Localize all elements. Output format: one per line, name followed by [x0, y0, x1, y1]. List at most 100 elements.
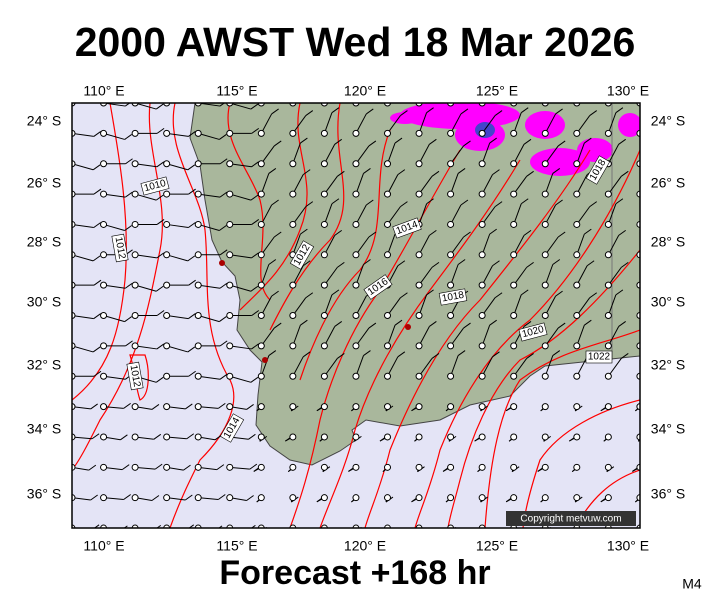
barb-staff: [323, 112, 333, 134]
barb-staff: [544, 327, 559, 347]
barb-station: [447, 312, 455, 320]
barb-station: [352, 129, 360, 137]
isobar-label: 1012: [126, 361, 144, 391]
isobar-label-box: [585, 155, 611, 185]
barb-station: [541, 494, 549, 502]
barb-station: [541, 342, 549, 350]
barb-staff: [134, 193, 157, 201]
barb-flag: [647, 351, 654, 356]
barb-station: [415, 403, 423, 411]
barb-staff: [387, 297, 401, 316]
barb-flag: [400, 292, 408, 299]
barb-station: [352, 372, 360, 380]
barb-flag: [155, 376, 164, 383]
barb-station: [478, 342, 486, 350]
barb-flag: [458, 77, 465, 82]
barb-station: [131, 342, 139, 350]
barb-station: [226, 463, 234, 471]
barb-station: [573, 220, 581, 228]
barb-flag: [185, 494, 193, 501]
barb-station: [289, 281, 297, 289]
barb-flag: [400, 201, 408, 208]
barb-station: [478, 251, 486, 259]
barb-staff: [355, 295, 367, 316]
barb-flag: [155, 285, 164, 292]
barb-staff: [166, 132, 189, 137]
barb-staff: [135, 345, 157, 350]
lon-label-top: 115° E: [216, 83, 257, 99]
barb-staff: [355, 145, 370, 165]
barb-staff: [292, 265, 304, 286]
barb-flag: [331, 289, 340, 296]
barb-station: [478, 220, 486, 228]
barb-staff: [260, 295, 273, 316]
barb-station: [131, 129, 139, 137]
barb-flag: [271, 290, 279, 297]
barb-flag: [251, 310, 260, 316]
barb-staff: [450, 327, 464, 347]
barb-station: [447, 160, 455, 168]
barb-station: [384, 494, 391, 502]
barb-staff: [607, 267, 622, 286]
barb-station: [604, 403, 612, 411]
barb-staff: [355, 173, 364, 195]
barb-flag: [460, 199, 469, 206]
barb-station: [352, 160, 360, 168]
barb-staff: [260, 173, 270, 195]
barb-flag: [431, 261, 440, 268]
barb-flag: [520, 289, 529, 296]
barb-station: [384, 160, 391, 168]
barb-staff: [134, 103, 157, 110]
barb-station: [257, 251, 265, 259]
barb-station: [478, 403, 486, 411]
barb-flag: [156, 310, 165, 316]
barb-station: [194, 281, 202, 289]
barb-flag: [331, 107, 340, 114]
barb-station: [194, 190, 202, 198]
barb-staff: [198, 375, 221, 380]
barb-flag: [557, 231, 566, 238]
barb-staff: [576, 356, 588, 377]
barb-station: [100, 129, 108, 137]
barb-flag: [156, 127, 165, 134]
barb-station: [226, 342, 234, 350]
barb-station: [226, 403, 234, 411]
barb-staff: [387, 233, 396, 255]
barb-flag: [218, 525, 223, 528]
barb-flag: [618, 138, 626, 145]
barb-staff: [260, 204, 273, 225]
barb-station: [573, 160, 581, 168]
lon-label-bottom: 120° E: [344, 538, 386, 554]
barb-station: [289, 463, 297, 471]
barb-station: [510, 251, 518, 259]
barb-station: [289, 342, 297, 350]
barb-flag: [124, 316, 132, 322]
barb-flag: [553, 77, 560, 82]
barb-staff: [198, 132, 220, 140]
barb-station: [604, 312, 612, 320]
barb-station: [100, 251, 108, 259]
barb-station: [604, 220, 612, 228]
isobar-label: 1020: [518, 322, 548, 342]
barb-staff: [229, 193, 252, 201]
barb-flag: [520, 198, 529, 205]
barb-station: [447, 129, 455, 137]
barb-flag: [647, 168, 654, 173]
barb-flag: [337, 170, 345, 177]
barb-flag: [125, 340, 133, 347]
barb-station: [510, 129, 518, 137]
barb-flag: [188, 188, 196, 195]
barb-station: [415, 312, 423, 320]
barb-station: [478, 372, 486, 380]
barb-flag: [305, 292, 314, 299]
barb-station: [541, 281, 549, 289]
barb-flag: [268, 259, 277, 265]
barb-station: [352, 494, 360, 502]
barb-flag: [463, 322, 471, 329]
barb-flag: [219, 158, 228, 165]
lat-label-left: 24° S: [27, 113, 61, 129]
barb-staff: [229, 163, 252, 168]
barb-staff: [607, 326, 620, 347]
barb-station: [131, 403, 139, 411]
barb-staff: [418, 235, 430, 256]
